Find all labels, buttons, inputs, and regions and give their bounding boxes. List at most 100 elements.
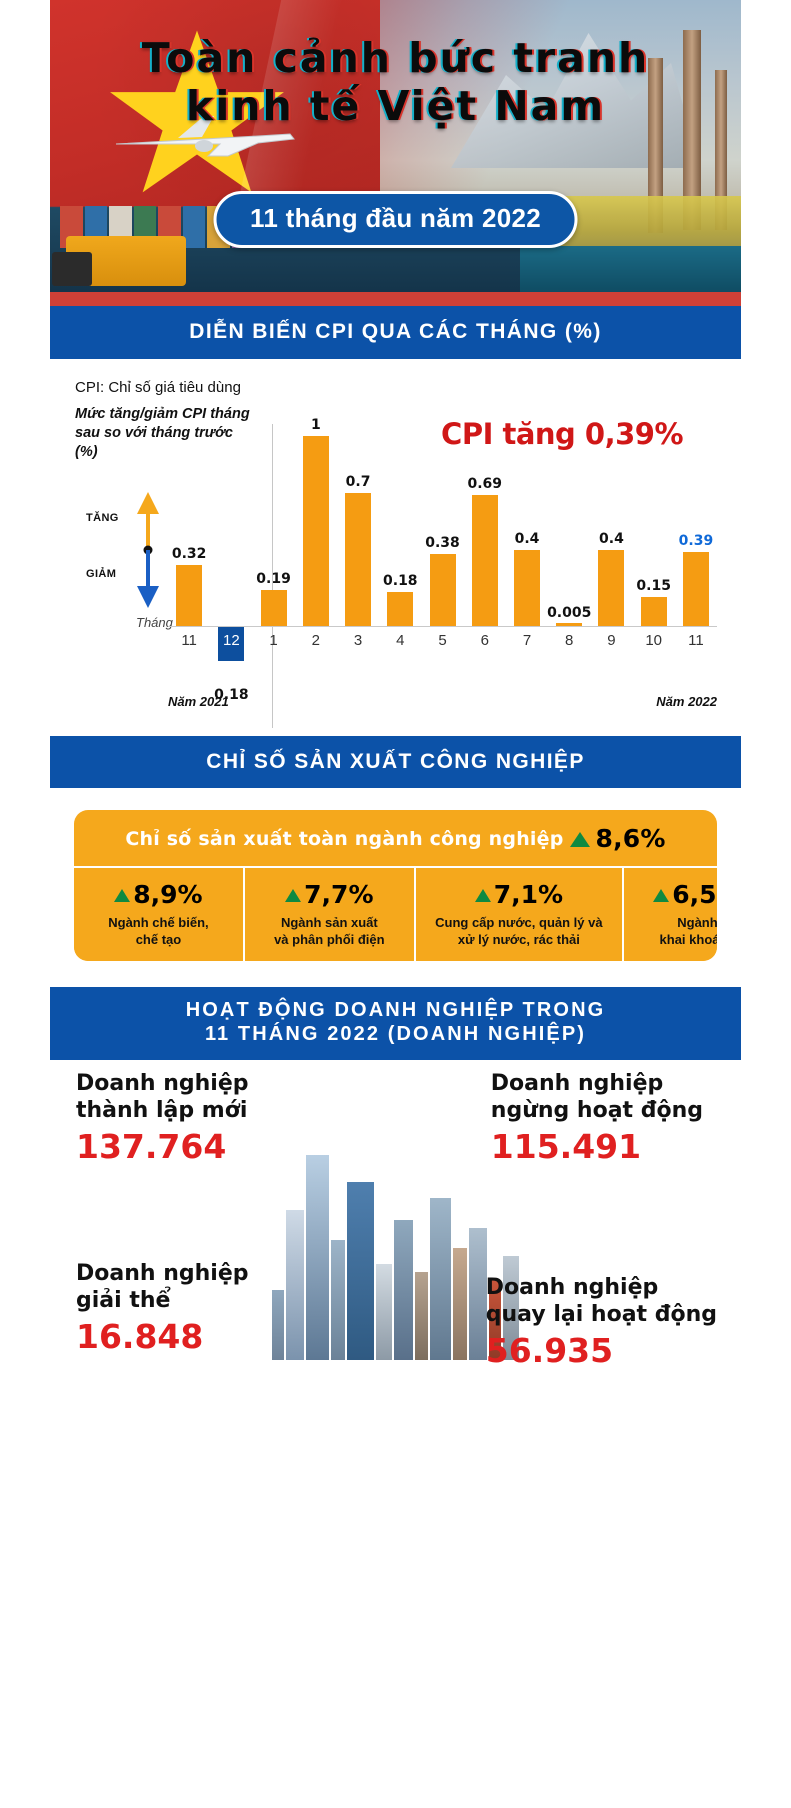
business-stat-value: 115.491 [490, 1127, 642, 1167]
bar-value-label: 0.005 [547, 604, 592, 621]
x-tick: 4 [396, 631, 405, 649]
title-line-1: Doanh nghiệp [485, 1274, 659, 1300]
cpi-headline-value: CPI tăng 0,39% [441, 416, 683, 451]
red-divider [50, 292, 741, 306]
industry-section-banner: CHỈ SỐ SẢN XUẤT CÔNG NGHIỆP [50, 735, 741, 789]
bar-slot: 0.4 [506, 418, 548, 626]
bar-value-label: 0.32 [171, 545, 207, 562]
industry-cell-label: Cung cấp nước, quản lý và xử lý nước, rá… [422, 915, 616, 949]
bar-slot: 0.69 [464, 418, 506, 626]
bar-2022-05: 0.38 [425, 535, 460, 626]
bar-slot: 1 [295, 417, 337, 626]
label-line-1: Ngành chế biến, [108, 915, 209, 931]
industry-cell-mining: 6,5% Ngành khai khoáng [624, 868, 717, 961]
year-label-right: Năm 2022 [656, 693, 717, 709]
title-line-2: thành lập mới [76, 1098, 248, 1124]
industry-cell-electricity: 7,7% Ngành sản xuất và phân phối điện [245, 868, 416, 961]
smokestack-icon [715, 70, 727, 230]
title-line-1: Toàn cảnh bức tranh [141, 34, 650, 82]
bar-slot: 0.4 [590, 418, 632, 626]
industry-headline-label: Chỉ số sản xuất toàn ngành công nghiệp [125, 827, 564, 850]
industry-headline-value: 8,6% [595, 824, 666, 854]
bar-slot: 0.005 [547, 418, 592, 626]
bar-value-label: 0.19 [256, 570, 291, 587]
bar-2022-04: 0.18 [383, 573, 418, 626]
bar-2022-06: 0.69 [467, 476, 502, 626]
business-stat-value: 137.764 [76, 1127, 227, 1167]
cpi-axis-caption: Mức tăng/giảm CPI tháng sau so với tháng… [75, 405, 250, 460]
industry-cell-value: 8,9% [133, 880, 203, 910]
x-tick: 1 [269, 631, 278, 649]
title-line-1: Doanh nghiệp [76, 1070, 249, 1096]
bar-2022-01: 0.19 [256, 571, 291, 626]
airplane-icon [108, 110, 298, 168]
business-stat-title: Doanh nghiệp ngừng hoạt động [491, 1070, 703, 1125]
business-stat-returned: Doanh nghiệp quay lại hoạt động 56.935 [486, 1274, 717, 1371]
industry-headline: Chỉ số sản xuất toàn ngành công nghiệp 8… [74, 810, 717, 866]
chart-x-axis: 11 12 1 2 3 4 5 6 7 8 9 10 11 [168, 632, 717, 649]
industry-cell-value-row: 8,9% [80, 882, 237, 907]
hero-banner: Toàn cảnh bức tranh kinh tế Việt Nam 11 … [50, 0, 741, 292]
bar-slot: 0.32 [168, 418, 210, 626]
industry-cell-value: 7,7% [304, 880, 374, 910]
cpi-definition-note: CPI: Chỉ số giá tiêu dùng [75, 378, 241, 396]
x-tick: 6 [480, 631, 489, 649]
bar-slot: 0.39 [675, 418, 717, 626]
legend-up-label: TĂNG [86, 511, 119, 524]
label-line-2: xử lý nước, rác thải [457, 932, 580, 948]
x-tick: 8 [565, 631, 574, 649]
industry-cell-label: Ngành khai khoáng [630, 915, 717, 949]
bar-2022-11: 0.39 [679, 533, 713, 626]
industry-cell-water: 7,1% Cung cấp nước, quản lý và xử lý nướ… [416, 868, 624, 961]
industry-cell-value: 6,5% [672, 880, 717, 910]
bar-value-label: 0.7 [345, 473, 371, 490]
x-tick: 2 [311, 631, 320, 649]
year-divider-line [272, 423, 273, 728]
x-tick: 10 [645, 631, 663, 649]
industry-cell-label: Ngành chế biến, chế tạo [80, 915, 237, 949]
label-line-2: và phân phối điện [274, 932, 385, 948]
up-triangle-icon [653, 889, 670, 903]
x-tick: 5 [438, 631, 447, 649]
industry-cell-value-row: 7,7% [251, 882, 408, 907]
smokestack-icon [683, 30, 701, 230]
business-stat-title: Doanh nghiệp giải thể [76, 1260, 249, 1315]
industry-cell-label: Ngành sản xuất và phân phối điện [251, 915, 408, 949]
up-triangle-icon [569, 832, 590, 848]
business-banner-line-2: 11 THÁNG 2022 (DOANH NGHIỆP) [204, 1023, 587, 1046]
period-badge: 11 tháng đầu năm 2022 [213, 191, 578, 248]
infographic-page: Toàn cảnh bức tranh kinh tế Việt Nam 11 … [50, 0, 741, 1480]
updown-legend: TĂNG GIẢM [86, 490, 178, 610]
title-line-2: quay lại hoạt động [485, 1302, 717, 1328]
business-stat-title: Doanh nghiệp thành lập mới [76, 1070, 249, 1125]
industry-cell-manufacturing: 8,9% Ngành chế biến, chế tạo [74, 868, 245, 961]
bar-slot: 0.19 [252, 418, 294, 626]
industry-cells: 8,9% Ngành chế biến, chế tạo 7,7% Ngành … [74, 866, 717, 961]
bar-2022-03: 0.7 [345, 474, 372, 626]
label-line-1: Ngành [677, 915, 717, 931]
bar-2022-02: 1 [302, 417, 329, 626]
cpi-bar-chart: TĂNG GIẢM Tháng 0.32 0.19 1 [50, 417, 741, 728]
chart-bars: 0.32 0.19 1 0.7 0.18 0.38 0.69 0.4 0.005… [168, 417, 717, 626]
bar-slot: 0.38 [421, 418, 463, 626]
cpi-chart-section: CPI: Chỉ số giá tiêu dùng Mức tăng/giảm … [50, 359, 741, 736]
up-triangle-icon [285, 889, 302, 903]
bar-value-label: 0.18 [214, 686, 249, 703]
label-line-2: khai khoáng [659, 932, 717, 948]
label-line-1: Ngành sản xuất [280, 915, 378, 931]
x-tick: 9 [607, 631, 616, 649]
business-banner-line-1: HOẠT ĐỘNG DOANH NGHIỆP TRONG [185, 999, 606, 1021]
bar-slot: 0.7 [337, 418, 379, 626]
label-line-2: chế tạo [135, 932, 182, 948]
chart-plot-area: 0.32 0.19 1 0.7 0.18 0.38 0.69 0.4 0.005… [168, 417, 717, 728]
bar-value-label: 0.4 [514, 530, 540, 547]
year-label-left: Năm 2021 [168, 693, 229, 709]
business-section-banner: HOẠT ĐỘNG DOANH NGHIỆP TRONG 11 THÁNG 20… [50, 987, 741, 1060]
bar-value-label: 0.38 [425, 534, 460, 551]
chart-year-labels: Năm 2021 Năm 2022 [168, 694, 717, 709]
x-tick: 11 [688, 631, 704, 649]
smokestack-icon [648, 58, 663, 233]
bar-2022-07: 0.4 [513, 531, 540, 626]
bar-value-label: 1 [310, 416, 321, 433]
up-triangle-icon [114, 889, 131, 903]
